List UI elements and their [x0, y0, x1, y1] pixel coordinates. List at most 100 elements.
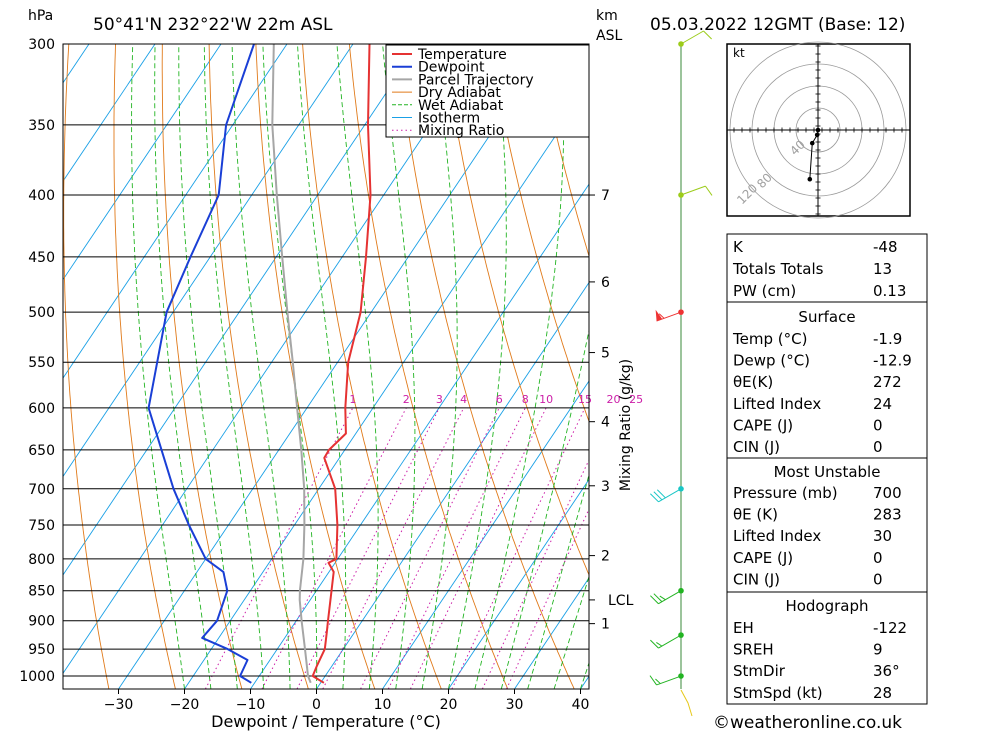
table-row-label: StmSpd (kt): [733, 684, 823, 702]
pressure-tick-label: 450: [28, 250, 55, 266]
wind-barb: [678, 185, 713, 198]
hodograph-unit-label: kt: [733, 46, 745, 60]
wind-barb: [650, 632, 684, 649]
wet-adiabat-line: [154, 44, 212, 689]
pressure-tick-label: 700: [28, 482, 55, 498]
wet-adiabat-line: [448, 44, 507, 689]
wet-adiabat-lines: [131, 44, 589, 689]
pressure-tick-label: 650: [28, 443, 55, 459]
pressure-tick-label: 950: [28, 642, 55, 658]
table-row-label: Dewp (°C): [733, 352, 810, 370]
wind-barb-shaft: [656, 675, 682, 686]
legend-box: [385, 44, 590, 138]
dewpoint-line: [147, 44, 255, 684]
dry-adiabat-lines: [63, 35, 1000, 689]
pressure-tick-label: 300: [28, 37, 55, 53]
table-row-label: CIN (J): [733, 438, 780, 456]
table-row-value: 9: [873, 641, 883, 659]
table-row-label: PW (cm): [733, 282, 796, 300]
wind-barb-feather: [653, 491, 663, 501]
table-section-title: Most Unstable: [774, 463, 881, 481]
mixing-ratio-line: [322, 407, 465, 689]
table-row-label: CIN (J): [733, 570, 780, 588]
hpa-unit-label: hPa: [28, 8, 53, 24]
hodograph-point: [809, 140, 815, 146]
pressure-tick-label: 400: [28, 188, 55, 204]
isotherm-line: [514, 577, 589, 689]
wind-barb-shaft: [658, 634, 682, 649]
table-section-title: Hodograph: [785, 597, 868, 615]
isotherm-line: [63, 44, 222, 281]
temperature-axis: −30 −20 −10 0 10 20 30 40: [104, 689, 590, 713]
pressure-tick-label: 350: [28, 118, 55, 134]
pressure-tick-label: 1000: [19, 669, 55, 685]
mixing-ratio-line: [387, 407, 526, 689]
dry-adiabat-line: [954, 35, 1000, 689]
table-row-value: -12.9: [873, 352, 912, 370]
mixing-ratio-label: 10: [539, 393, 553, 406]
height-tick-label: 5: [601, 346, 610, 362]
legend-entry: Dewpoint: [418, 60, 485, 76]
temperature-tick-label: 20: [440, 697, 458, 713]
indices-table: K -48 Totals Totals 13 PW (cm) 0.13 Surface Tem…: [726, 233, 928, 705]
parcel-trajectory-line: [271, 44, 312, 684]
datetime-title: 05.03.2022 12GMT (Base: 12): [650, 15, 905, 35]
hodograph-box: [726, 591, 928, 705]
wind-barb-feather: [656, 641, 663, 647]
wind-barb-feather: [650, 595, 659, 605]
surface-wind-trace: [680, 689, 693, 717]
pressure-tick-label: 850: [28, 584, 55, 600]
dry-adiabat-line: [442, 44, 589, 576]
isotherm-line: [63, 44, 156, 182]
isotherm-line: [316, 281, 589, 689]
table-row-value: 0.13: [873, 282, 906, 300]
isotherm-line: [63, 44, 354, 478]
wet-adiabat-line: [131, 44, 185, 689]
dry-adiabat-line: [395, 44, 575, 689]
hodograph-point: [815, 127, 821, 133]
height-axis: 7 6 5 4 3 2 LCL 1: [589, 188, 634, 633]
wind-barb: [650, 587, 684, 605]
mixing-ratio-line: [409, 407, 547, 689]
wind-profile: [649, 30, 713, 717]
mixing-ratio-labels: 1 2 3 4 6 8 10 15 20 25: [349, 393, 643, 406]
wind-barb: [649, 673, 684, 686]
height-tick-label: 2: [601, 549, 610, 565]
km-unit-label: km: [596, 8, 618, 24]
mixing-ratio-label: 20: [607, 393, 621, 406]
wind-barb-shaft: [658, 590, 682, 605]
isotherm-line: [250, 183, 589, 689]
mixing-ratio-line: [481, 458, 589, 689]
table-row-label: StmDir: [733, 662, 786, 680]
hodograph-trace: [809, 129, 819, 180]
profile-series: [147, 44, 372, 684]
wind-barb-feather: [703, 30, 712, 40]
plot-frame: [62, 43, 590, 690]
temperature-line: [311, 44, 372, 684]
wind-barb-pennant: [655, 309, 663, 322]
wet-adiabat-line: [336, 44, 379, 689]
table-row-value: 24: [873, 395, 892, 413]
isotherm-line: [382, 380, 589, 689]
wind-barb-shaft: [680, 185, 706, 196]
mixing-ratio-label: 15: [578, 393, 592, 406]
wind-barb-feather: [659, 595, 666, 601]
table-row-value: 36°: [873, 662, 900, 680]
wind-barb-feather: [705, 185, 713, 196]
temperature-tick-label: −30: [104, 697, 134, 713]
isotherm-line: [448, 478, 589, 689]
temperature-tick-label: 0: [312, 697, 321, 713]
mixing-ratio-line: [506, 507, 589, 689]
mixing-ratio-line: [451, 407, 586, 689]
table-row-label: Lifted Index: [733, 527, 821, 545]
dry-adiabat-line: [489, 44, 589, 423]
dry-adiabat-line: [208, 44, 309, 689]
temperature-tick-label: −10: [236, 697, 266, 713]
temperature-tick-label: 40: [572, 697, 590, 713]
pressure-tick-label: 550: [28, 355, 55, 371]
table-row-value: 30: [873, 527, 892, 545]
table-row-value: 272: [873, 373, 902, 391]
pressure-tick-label: 900: [28, 614, 55, 630]
mixing-ratio-label: 2: [403, 393, 410, 406]
table-row-label: K: [733, 238, 744, 256]
